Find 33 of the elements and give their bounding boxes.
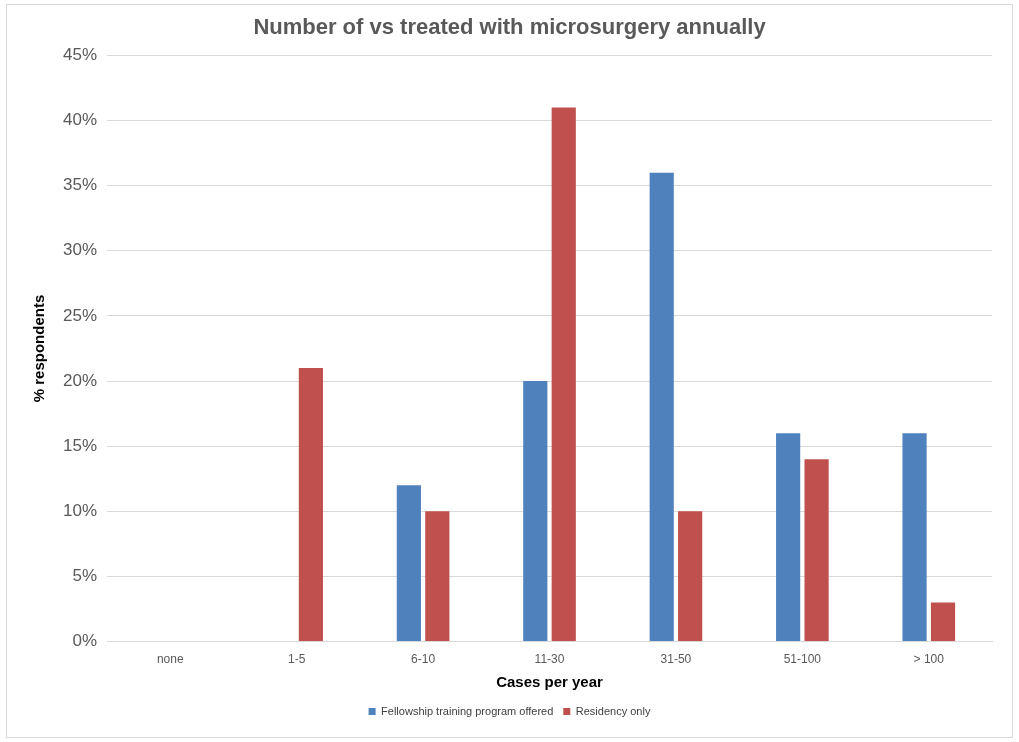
bar	[902, 433, 927, 642]
legend-label: Fellowship training program offered	[381, 704, 554, 717]
y-tick-label: 40%	[62, 110, 98, 130]
bar	[649, 172, 674, 642]
bar	[523, 381, 548, 642]
y-tick-label: 0%	[72, 631, 98, 651]
y-axis-title: % respondents	[30, 294, 48, 403]
bar	[804, 459, 829, 642]
y-tick-label: 20%	[62, 370, 98, 390]
x-tick-label: > 100	[913, 652, 945, 667]
y-tick-label: 30%	[62, 240, 98, 260]
y-tick-label: 10%	[62, 501, 98, 521]
bar	[776, 433, 801, 642]
chart-title: Number of vs treated with microsurgery annually	[253, 14, 767, 40]
y-tick-label: 5%	[72, 566, 98, 586]
bar	[678, 511, 703, 642]
x-axis-title: Cases per year	[496, 673, 604, 691]
y-tick-label: 15%	[62, 435, 98, 455]
legend-label: Residency only	[575, 704, 651, 717]
bar	[425, 511, 450, 642]
bar	[930, 602, 956, 642]
x-tick-label: 31-50	[660, 652, 692, 667]
bar	[396, 485, 421, 642]
bar	[298, 368, 323, 642]
y-tick-label: 35%	[62, 175, 98, 195]
x-tick-label: 1-5	[287, 652, 306, 667]
x-tick-label: 51-100	[783, 652, 822, 667]
y-tick-label: 25%	[62, 305, 98, 325]
x-tick-label: none	[156, 652, 184, 667]
bar	[551, 107, 576, 642]
y-tick-label: 45%	[62, 45, 98, 65]
x-tick-label: 11-30	[534, 652, 565, 667]
x-tick-label: 6-10	[411, 652, 436, 667]
